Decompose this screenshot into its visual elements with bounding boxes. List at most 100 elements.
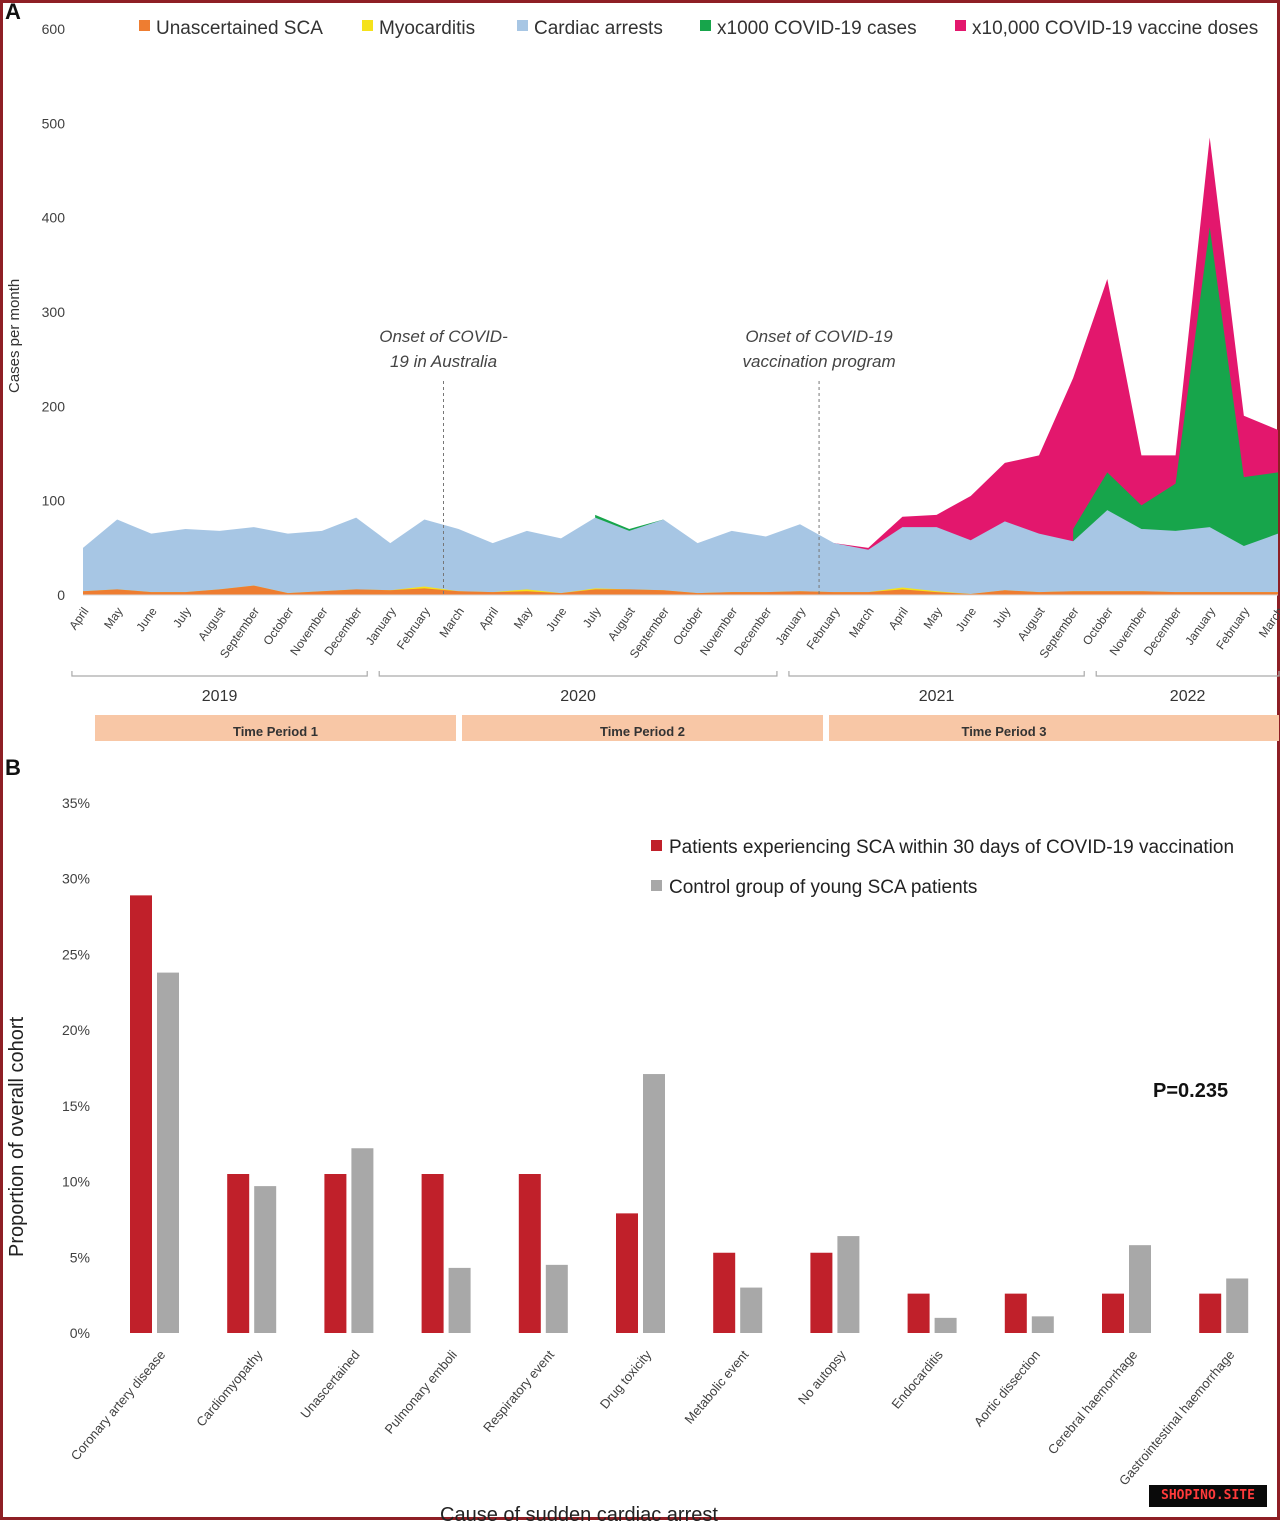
category-label: Gastrointestinal haemorrhage [1116, 1347, 1238, 1488]
y-tick-label: 35% [62, 795, 90, 811]
y-tick-label: 0% [70, 1325, 90, 1341]
month-label: October [1080, 605, 1116, 648]
panel-b-bars [130, 895, 1249, 1333]
y-tick-label: 20% [62, 1022, 90, 1038]
annotation-text: vaccination program [743, 352, 896, 371]
time-period-bar [829, 715, 1279, 741]
bar-no-autopsy-vaccinated [810, 1252, 833, 1333]
month-label: August [605, 604, 638, 643]
year-label: 2021 [919, 688, 955, 705]
legend-label: Control group of young SCA patients [669, 877, 977, 898]
bar-pulmonary-emboli-vaccinated [421, 1174, 444, 1333]
bar-endocarditis-vaccinated [907, 1293, 930, 1333]
y-tick-label: 10% [62, 1174, 90, 1190]
bar-endocarditis-control [934, 1317, 957, 1333]
legend-swatch [651, 840, 662, 851]
y-tick-label: 400 [42, 210, 66, 226]
month-label: January [1182, 605, 1218, 648]
month-label: May [101, 605, 125, 632]
annotation-text: Onset of COVID- [379, 327, 508, 346]
bar-cardiomyopathy-vaccinated [227, 1174, 250, 1333]
legend-label: Cardiac arrests [534, 18, 663, 39]
y-tick-label: 500 [42, 115, 66, 131]
figure-canvas: A 0 100 200 300 400 500 600 Onset of COVID- 19 … [5, 3, 1280, 1523]
category-label: Cerebral haemorrhage [1045, 1347, 1141, 1457]
year-label: 2022 [1170, 688, 1206, 705]
bar-respiratory-event-control [545, 1264, 568, 1333]
category-label: Drug toxicity [597, 1347, 655, 1412]
legend-swatch [362, 20, 373, 31]
bar-metabolic-event-vaccinated [713, 1252, 736, 1333]
year-label: 2020 [560, 688, 596, 705]
bar-aortic-dissection-vaccinated [1004, 1293, 1027, 1333]
category-label: Endocarditis [888, 1347, 946, 1412]
bar-pulmonary-emboli-control [448, 1267, 471, 1333]
legend-swatch [139, 20, 150, 31]
month-label: May [921, 605, 945, 632]
bar-unascertained-control [351, 1148, 374, 1333]
panel-a-y-ticks: 0 100 200 300 400 500 600 [42, 21, 66, 603]
y-tick-label: 25% [62, 946, 90, 962]
bar-drug-toxicity-control [643, 1074, 665, 1333]
panel-a-y-axis-title: Cases per month [6, 279, 23, 393]
month-label: August [1015, 604, 1048, 643]
category-label: Cardiomyopathy [193, 1347, 266, 1430]
time-period-label: Time Period 1 [233, 724, 318, 739]
covid-cases-area [1073, 227, 1278, 595]
legend-label: x10,000 COVID-19 vaccine doses [972, 18, 1258, 39]
month-label: July [170, 605, 194, 631]
panel-a-month-labels: April May June July AugustSeptemberOctoberNo… [66, 604, 1280, 661]
panel-a-annotations: Onset of COVID- 19 in Australia Onset of C… [379, 327, 896, 595]
legend-swatch [651, 880, 662, 891]
y-tick-label: 300 [42, 304, 66, 320]
bar-cerebral-haemorrhage-vaccinated [1102, 1293, 1124, 1333]
month-label: June [953, 604, 980, 634]
y-tick-label: 200 [42, 398, 66, 414]
bar-cerebral-haemorrhage-control [1129, 1245, 1151, 1333]
month-label: February [394, 605, 433, 652]
year-bracket [788, 671, 1085, 677]
y-tick-label: 5% [70, 1249, 90, 1265]
month-label: March [846, 605, 877, 640]
y-tick-label: 100 [42, 493, 66, 509]
bar-drug-toxicity-vaccinated [616, 1213, 638, 1333]
panel-b-label: B [5, 755, 21, 780]
p-value-annotation: P=0.235 [1153, 1080, 1228, 1102]
panel-b-y-axis-title: Proportion of overall cohort [6, 1016, 28, 1257]
year-label: 2019 [202, 688, 238, 705]
panel-b-y-ticks: 0% 5% 10% 15% 20% 25% 30% 35% [62, 795, 90, 1341]
bar-gastrointestinal-haemorrhage-control [1226, 1278, 1249, 1333]
category-label: No autopsy [795, 1347, 849, 1407]
y-tick-label: 30% [62, 871, 90, 887]
month-label: July [990, 605, 1014, 631]
month-label: April [886, 605, 911, 633]
category-label: Aortic dissection [971, 1347, 1043, 1429]
bar-unascertained-vaccinated [324, 1174, 347, 1333]
unascertained-sca-area [83, 585, 1278, 595]
legend-label: x1000 COVID-19 cases [717, 18, 917, 39]
month-label: June [543, 604, 570, 634]
time-period-label: Time Period 2 [600, 724, 685, 739]
year-bracket [71, 671, 368, 677]
cardiac-arrests-area [83, 510, 1278, 595]
month-label: January [363, 605, 399, 648]
category-label: Pulmonary emboli [382, 1347, 460, 1436]
legend-swatch [700, 20, 711, 31]
legend-swatch [955, 20, 966, 31]
year-bracket [1095, 671, 1280, 677]
month-label: April [66, 605, 91, 633]
time-period-bar [95, 715, 456, 741]
time-period-bar [462, 715, 823, 741]
month-label: February [1213, 605, 1252, 652]
bar-coronary-artery-disease-control [157, 972, 179, 1333]
panel-b-x-axis-title: Cause of sudden cardiac arrest [440, 1504, 718, 1523]
month-label: August [195, 604, 228, 643]
bar-gastrointestinal-haemorrhage-vaccinated [1199, 1293, 1222, 1333]
bar-no-autopsy-control [837, 1236, 860, 1333]
panel-b-legend: Patients experiencing SCA within 30 days… [651, 837, 1234, 898]
watermark: SHOPINO.SITE [1149, 1485, 1267, 1507]
category-label: Respiratory event [480, 1347, 557, 1435]
vaccine-doses-area [834, 137, 1278, 595]
month-label: April [476, 605, 501, 633]
bar-coronary-artery-disease-vaccinated [130, 895, 152, 1333]
